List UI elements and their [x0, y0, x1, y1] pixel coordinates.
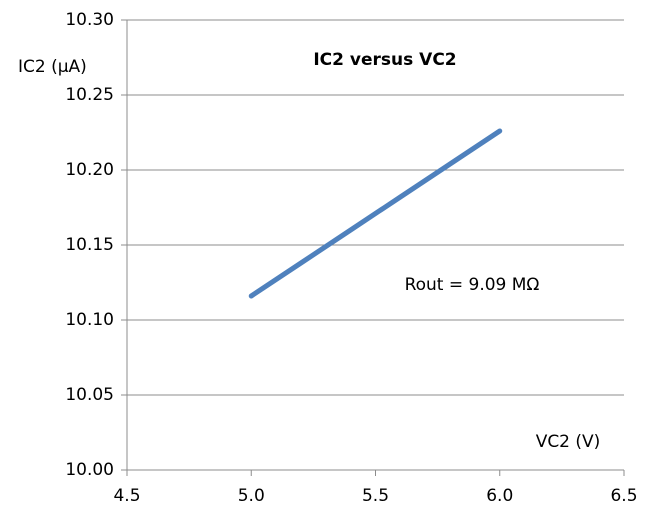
- x-tick-label: 5.5: [362, 486, 389, 506]
- y-tick-label: 10.25: [65, 85, 114, 105]
- x-tick-label: 6.5: [610, 486, 637, 506]
- y-tick-label: 10.30: [65, 10, 114, 30]
- chart-title: IC2 versus VC2: [313, 50, 456, 70]
- y-tick-label: 10.20: [65, 160, 114, 180]
- y-tick-label: 10.10: [65, 310, 114, 330]
- y-tick-label: 10.00: [65, 460, 114, 480]
- annotation: Rout = 9.09 MΩ: [405, 275, 540, 295]
- y-axis-label: IC2 (µA): [18, 57, 87, 77]
- data-line: [248, 128, 503, 299]
- y-tick-label: 10.15: [65, 235, 114, 255]
- x-tick-label: 6.0: [486, 486, 513, 506]
- x-tick-label: 4.5: [113, 486, 140, 506]
- x-axis-label: VC2 (V): [536, 432, 601, 452]
- y-tick-label: 10.05: [65, 385, 114, 405]
- x-tick-label: 5.0: [238, 486, 265, 506]
